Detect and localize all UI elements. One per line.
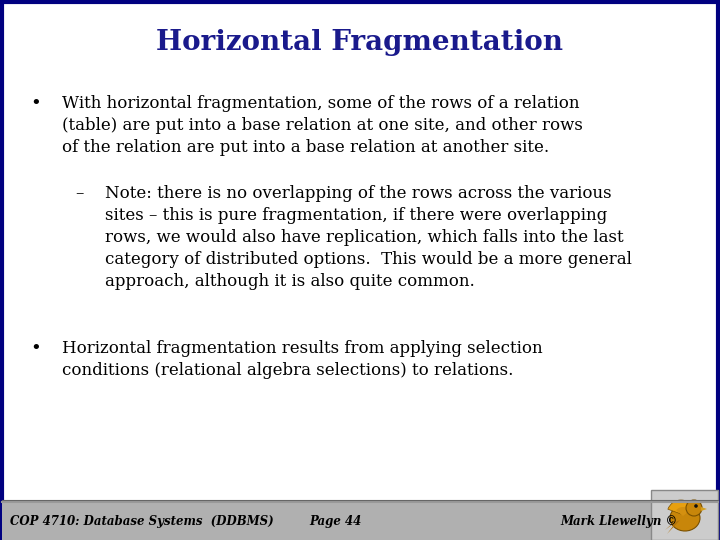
Text: conditions (relational algebra selections) to relations.: conditions (relational algebra selection… <box>62 362 513 379</box>
Text: •: • <box>30 95 41 113</box>
Text: –: – <box>75 185 84 202</box>
Text: COP 4710: Database Systems  (DDBMS): COP 4710: Database Systems (DDBMS) <box>10 515 274 528</box>
Text: •: • <box>30 340 41 358</box>
Polygon shape <box>701 507 707 511</box>
Text: sites – this is pure fragmentation, if there were overlapping: sites – this is pure fragmentation, if t… <box>105 207 607 224</box>
Wedge shape <box>676 507 690 516</box>
Text: (table) are put into a base relation at one site, and other rows: (table) are put into a base relation at … <box>62 117 583 134</box>
Text: Mark Llewellyn ©: Mark Llewellyn © <box>560 515 678 528</box>
Polygon shape <box>665 520 680 534</box>
Text: Horizontal fragmentation results from applying selection: Horizontal fragmentation results from ap… <box>62 340 543 357</box>
Bar <box>651 490 718 540</box>
Text: Horizontal Fragmentation: Horizontal Fragmentation <box>156 29 564 56</box>
Circle shape <box>686 500 702 516</box>
Text: of the relation are put into a base relation at another site.: of the relation are put into a base rela… <box>62 139 549 156</box>
Text: approach, although it is also quite common.: approach, although it is also quite comm… <box>105 273 474 290</box>
Text: Note: there is no overlapping of the rows across the various: Note: there is no overlapping of the row… <box>105 185 611 202</box>
Text: category of distributed options.  This would be a more general: category of distributed options. This wo… <box>105 251 632 268</box>
Circle shape <box>694 504 698 508</box>
Text: rows, we would also have replication, which falls into the last: rows, we would also have replication, wh… <box>105 229 624 246</box>
Ellipse shape <box>670 505 700 531</box>
Text: With horizontal fragmentation, some of the rows of a relation: With horizontal fragmentation, some of t… <box>62 95 580 112</box>
Bar <box>2 502 718 540</box>
Text: Page 44: Page 44 <box>309 515 361 528</box>
Wedge shape <box>668 500 694 514</box>
